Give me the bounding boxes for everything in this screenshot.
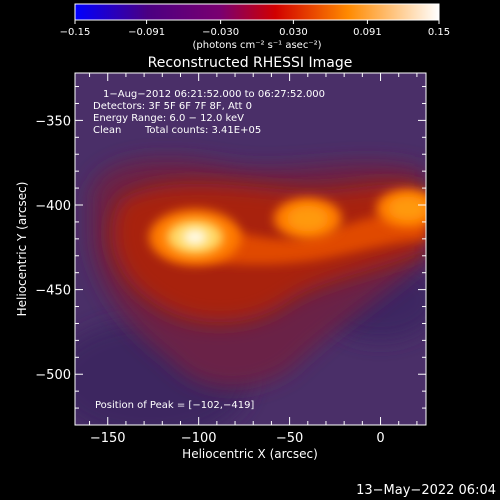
colorbar-tick-label: −0.091: [128, 27, 165, 38]
annotation-time: 1−Aug−2012 06:21:52.000 to 06:27:52.000: [103, 89, 325, 100]
x-axis-ticks: [89, 73, 418, 425]
chart-title: Reconstructed RHESSI Image: [148, 55, 353, 71]
colorbar-tick-label: 0.030: [279, 27, 308, 38]
y-axis-title: Heliocentric Y (arcsec): [15, 182, 29, 317]
colorbar-tick-label: 0.15: [428, 27, 450, 38]
colorbar-tick-label: −0.030: [202, 27, 239, 38]
annotation-counts: Total counts: 3.41E+05: [144, 125, 261, 136]
x-tick-label: −150: [90, 431, 126, 446]
source-peak: [183, 229, 208, 246]
colorbar: [75, 4, 439, 20]
colorbar-tick-label: −0.15: [60, 27, 91, 38]
x-axis-title: Heliocentric X (arcsec): [182, 447, 318, 461]
render-timestamp: 13−May−2022 06:04: [356, 483, 496, 498]
annotation-method: Clean: [93, 125, 121, 136]
annotation-energy: Energy Range: 6.0 − 12.0 keV: [93, 113, 244, 124]
annotation-block: 1−Aug−2012 06:21:52.000 to 06:27:52.000 …: [93, 89, 325, 136]
x-axis-tick-labels: −150 −100 −50 0: [90, 431, 385, 446]
colorbar-units: (photons cm⁻² s⁻¹ asec⁻²): [192, 40, 321, 51]
y-axis-ticks: [75, 86, 426, 409]
y-tick-label: −400: [35, 199, 71, 214]
source-core: [388, 196, 426, 221]
emission-sources: [149, 189, 426, 266]
plot-frame: [74, 72, 427, 426]
peak-annotation: Position of Peak = [−102,−419]: [95, 400, 254, 411]
colorbar-tick-labels: −0.15 −0.091 −0.030 0.030 0.091 0.15: [60, 27, 450, 38]
source-core: [287, 205, 329, 232]
x-tick-label: 0: [376, 431, 384, 446]
y-tick-label: −500: [35, 368, 71, 383]
y-tick-label: −450: [35, 284, 71, 299]
y-axis-tick-labels: −350 −400 −450 −500: [35, 114, 71, 383]
y-tick-label: −350: [35, 114, 71, 129]
colorbar-tick-label: 0.091: [353, 27, 382, 38]
x-tick-label: −50: [276, 431, 303, 446]
annotation-detectors: Detectors: 3F 5F 6F 7F 8F, Att 0: [93, 101, 252, 112]
x-tick-label: −100: [181, 431, 217, 446]
colorbar-frame: [74, 3, 440, 21]
colorbar-ticks: [74, 20, 440, 24]
heatmap-image: 1−Aug−2012 06:21:52.000 to 06:27:52.000 …: [75, 73, 426, 425]
